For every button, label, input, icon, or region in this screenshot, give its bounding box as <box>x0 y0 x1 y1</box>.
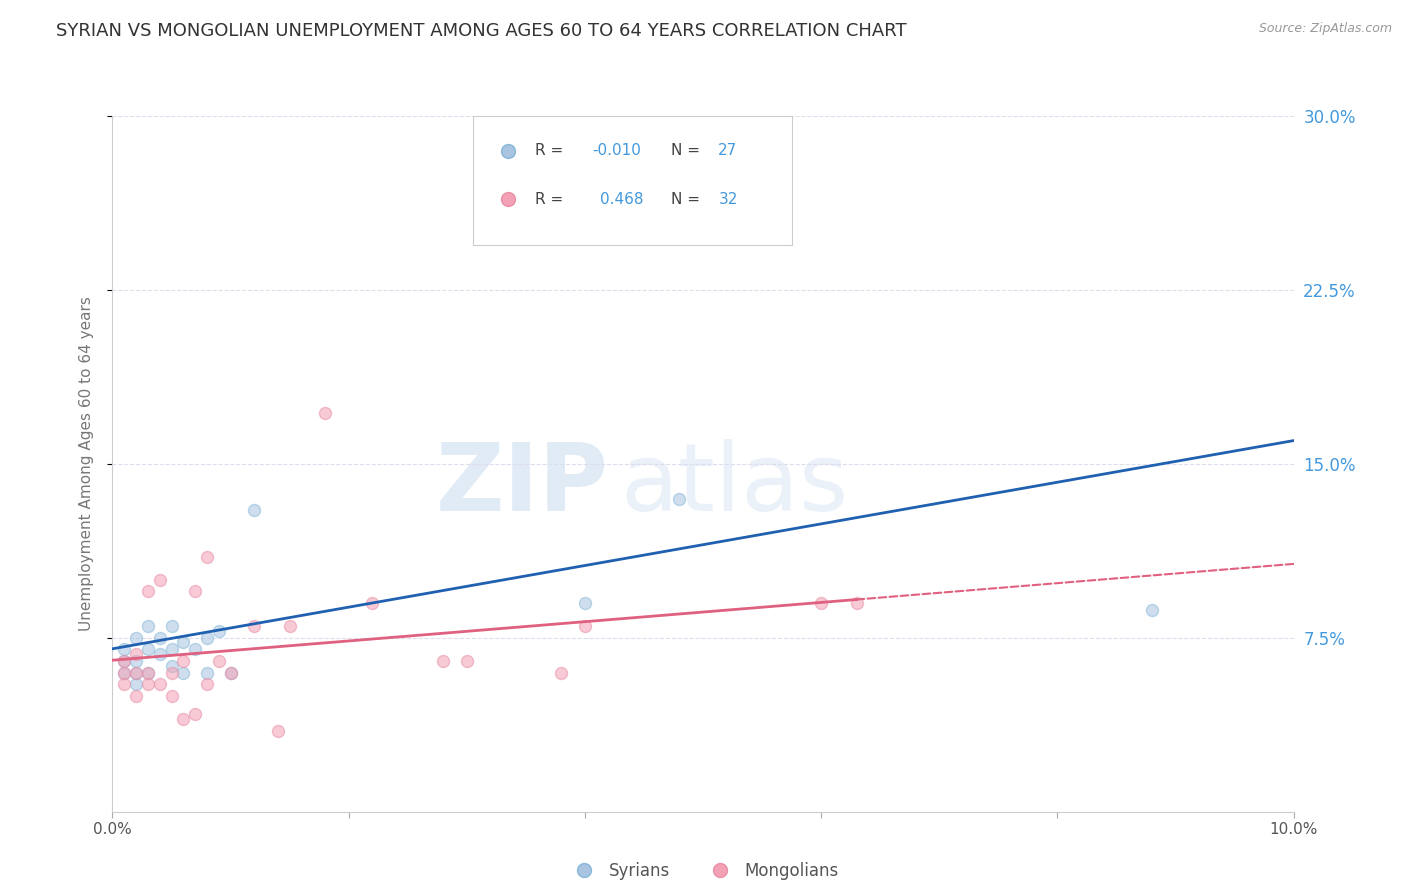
Text: 0.468: 0.468 <box>600 192 644 207</box>
Text: SYRIAN VS MONGOLIAN UNEMPLOYMENT AMONG AGES 60 TO 64 YEARS CORRELATION CHART: SYRIAN VS MONGOLIAN UNEMPLOYMENT AMONG A… <box>56 22 907 40</box>
Point <box>219 665 242 680</box>
Point <box>112 665 135 680</box>
Text: Source: ZipAtlas.com: Source: ZipAtlas.com <box>1258 22 1392 36</box>
Point <box>125 689 148 703</box>
Point <box>136 677 159 691</box>
Point <box>515 225 537 239</box>
Text: N =: N = <box>671 192 704 207</box>
Point <box>149 573 172 587</box>
Point <box>125 677 148 691</box>
Point <box>243 503 266 517</box>
Point <box>136 619 159 633</box>
Point <box>810 596 832 610</box>
Legend: Syrians, Mongolians: Syrians, Mongolians <box>560 855 846 887</box>
Text: 27: 27 <box>718 144 738 158</box>
Point <box>184 642 207 657</box>
Point <box>550 665 572 680</box>
Point <box>267 723 290 738</box>
Point <box>160 665 183 680</box>
Point <box>195 677 218 691</box>
Point <box>125 654 148 668</box>
Point <box>160 658 183 673</box>
Point <box>149 677 172 691</box>
Point <box>243 619 266 633</box>
Text: atlas: atlas <box>620 439 849 531</box>
Y-axis label: Unemployment Among Ages 60 to 64 years: Unemployment Among Ages 60 to 64 years <box>79 296 94 632</box>
Point <box>574 619 596 633</box>
Text: ZIP: ZIP <box>436 439 609 531</box>
Point <box>1140 603 1163 617</box>
Point <box>160 642 183 657</box>
Point <box>574 596 596 610</box>
Point <box>361 596 384 610</box>
Point <box>136 665 159 680</box>
Point <box>184 707 207 722</box>
Point <box>112 654 135 668</box>
Text: N =: N = <box>671 144 704 158</box>
Point <box>136 642 159 657</box>
Point <box>668 491 690 506</box>
Point <box>172 654 194 668</box>
Point <box>136 584 159 599</box>
Point <box>112 642 135 657</box>
Point <box>172 665 194 680</box>
Text: R =: R = <box>536 192 574 207</box>
Point <box>195 631 218 645</box>
Point <box>195 665 218 680</box>
Point <box>845 596 868 610</box>
Point <box>432 654 454 668</box>
Point <box>172 635 194 649</box>
Point <box>184 584 207 599</box>
Point <box>149 631 172 645</box>
Point <box>112 654 135 668</box>
Point <box>112 677 135 691</box>
Point <box>314 406 336 420</box>
Text: R =: R = <box>536 144 568 158</box>
Point <box>112 665 135 680</box>
Point <box>278 619 301 633</box>
Point <box>125 631 148 645</box>
Point <box>160 619 183 633</box>
Text: -0.010: -0.010 <box>592 144 641 158</box>
Point <box>172 712 194 726</box>
Point <box>125 665 148 680</box>
FancyBboxPatch shape <box>472 116 792 244</box>
Point <box>219 665 242 680</box>
Point <box>125 665 148 680</box>
Text: 32: 32 <box>718 192 738 207</box>
Point <box>208 624 231 638</box>
Point <box>208 654 231 668</box>
Point <box>160 689 183 703</box>
Point <box>195 549 218 564</box>
Point <box>136 665 159 680</box>
Point <box>149 647 172 661</box>
Point <box>456 654 478 668</box>
Point <box>125 647 148 661</box>
